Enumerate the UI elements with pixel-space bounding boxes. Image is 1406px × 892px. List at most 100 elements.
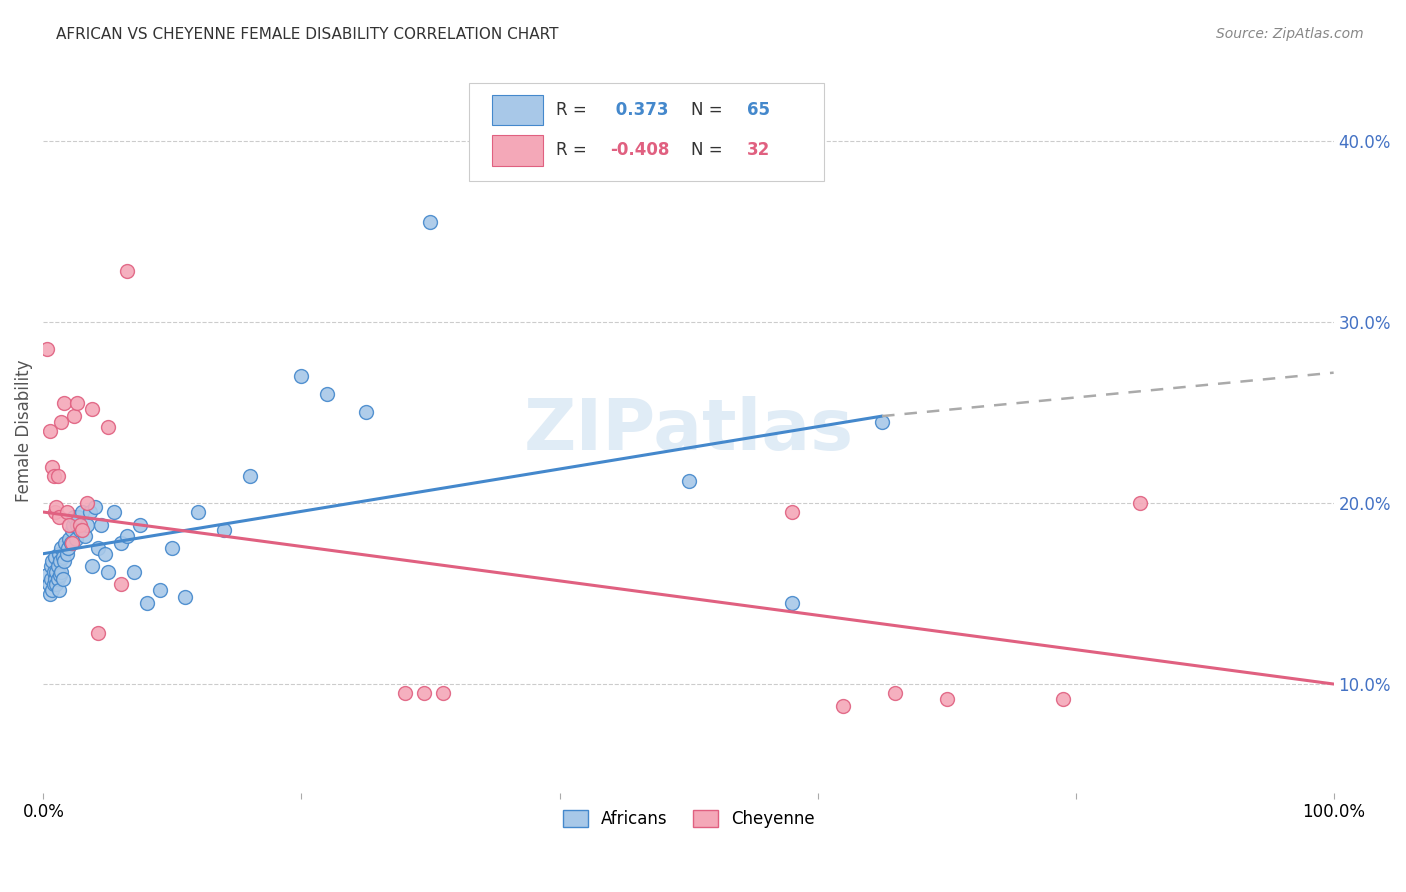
Point — [162, 541, 184, 556]
Point — [82, 401, 104, 416]
Point — [780, 505, 803, 519]
Point — [1052, 691, 1074, 706]
Point — [42, 577, 65, 591]
Point — [1129, 496, 1152, 510]
Point — [52, 550, 75, 565]
Point — [67, 510, 90, 524]
Point — [39, 559, 62, 574]
Point — [42, 565, 65, 579]
Text: R =: R = — [555, 101, 592, 119]
Point — [86, 541, 108, 556]
Point — [122, 565, 145, 579]
Point — [97, 420, 120, 434]
Point — [55, 505, 77, 519]
Point — [66, 396, 89, 410]
Point — [58, 517, 80, 532]
Point — [51, 415, 73, 429]
Point — [70, 505, 93, 519]
Text: ZIPatlas: ZIPatlas — [523, 396, 853, 465]
Point — [62, 517, 84, 532]
Point — [60, 536, 83, 550]
Point — [60, 523, 83, 537]
Text: -0.408: -0.408 — [610, 141, 669, 160]
Point — [110, 536, 132, 550]
Point — [69, 523, 91, 537]
Point — [55, 547, 77, 561]
Point — [66, 517, 89, 532]
Point — [48, 510, 70, 524]
Point — [44, 572, 66, 586]
Point — [316, 387, 339, 401]
Point — [90, 517, 112, 532]
Point — [187, 505, 209, 519]
Point — [174, 590, 197, 604]
Text: Source: ZipAtlas.com: Source: ZipAtlas.com — [1216, 27, 1364, 41]
Text: N =: N = — [692, 101, 728, 119]
Point — [37, 568, 59, 582]
Point — [45, 500, 67, 514]
Point — [73, 528, 96, 542]
Point — [46, 572, 69, 586]
Point — [45, 565, 67, 579]
Text: AFRICAN VS CHEYENNE FEMALE DISABILITY CORRELATION CHART: AFRICAN VS CHEYENNE FEMALE DISABILITY CO… — [56, 27, 558, 42]
Point — [38, 586, 60, 600]
Point — [935, 691, 957, 706]
Point — [832, 698, 855, 713]
Point — [48, 582, 70, 597]
Point — [49, 568, 72, 582]
Point — [46, 559, 69, 574]
Point — [41, 554, 63, 568]
Point — [56, 541, 79, 556]
Point — [84, 500, 107, 514]
Point — [37, 342, 59, 356]
Point — [413, 686, 436, 700]
FancyBboxPatch shape — [492, 136, 543, 166]
Point — [39, 572, 62, 586]
Point — [94, 547, 117, 561]
Point — [48, 547, 70, 561]
Point — [86, 626, 108, 640]
Text: 32: 32 — [747, 141, 770, 160]
Point — [212, 523, 235, 537]
Point — [49, 554, 72, 568]
Point — [63, 510, 86, 524]
Point — [65, 532, 87, 546]
Point — [432, 686, 454, 700]
Point — [53, 554, 76, 568]
Point — [419, 215, 441, 229]
Point — [79, 505, 101, 519]
Y-axis label: Female Disability: Female Disability — [15, 359, 32, 502]
Point — [76, 517, 98, 532]
Point — [117, 528, 139, 542]
Point — [678, 475, 700, 489]
Text: N =: N = — [692, 141, 728, 160]
Point — [69, 517, 91, 532]
Point — [41, 459, 63, 474]
Point — [41, 582, 63, 597]
Point — [82, 559, 104, 574]
Point — [44, 550, 66, 565]
Point — [70, 523, 93, 537]
Point — [45, 577, 67, 591]
Point — [53, 396, 76, 410]
Point — [76, 496, 98, 510]
Point — [52, 572, 75, 586]
Point — [117, 264, 139, 278]
FancyBboxPatch shape — [470, 83, 824, 181]
Legend: Africans, Cheyenne: Africans, Cheyenne — [555, 804, 821, 835]
Point — [110, 577, 132, 591]
Point — [290, 369, 312, 384]
Point — [38, 424, 60, 438]
Point — [239, 468, 262, 483]
Point — [780, 596, 803, 610]
Point — [53, 536, 76, 550]
Point — [97, 565, 120, 579]
Point — [58, 532, 80, 546]
FancyBboxPatch shape — [492, 95, 543, 125]
Point — [148, 582, 170, 597]
Point — [42, 468, 65, 483]
Point — [129, 517, 152, 532]
Point — [103, 505, 125, 519]
Text: 0.373: 0.373 — [610, 101, 668, 119]
Point — [354, 405, 377, 419]
